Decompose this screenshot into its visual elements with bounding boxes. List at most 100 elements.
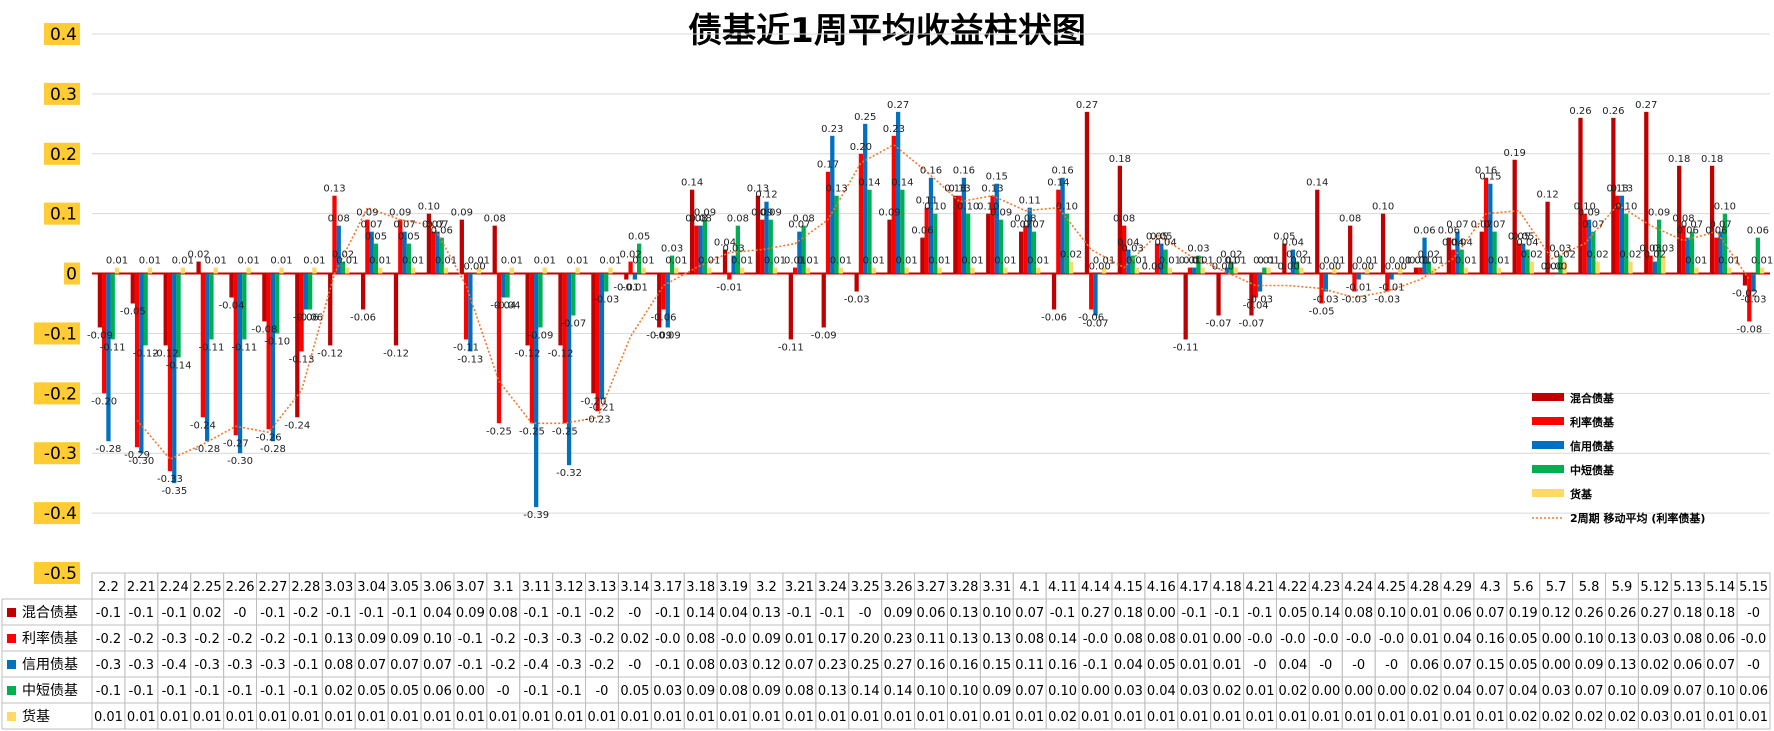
bar: [768, 219, 773, 274]
bar: [1084, 111, 1090, 274]
table-cell: -0.3: [260, 658, 285, 673]
data-label: 0.07: [1483, 220, 1505, 231]
ytick-highlight: [34, 502, 80, 525]
table-cell: -0.2: [293, 606, 318, 621]
data-label: 0.00: [1545, 262, 1567, 273]
table-cell: 0.07: [1443, 658, 1472, 673]
table-cell: 0.09: [884, 606, 913, 621]
ytick-label: -0.5: [44, 564, 77, 584]
data-label: -0.07: [1083, 318, 1109, 329]
table-cell: 0.09: [357, 632, 386, 647]
data-label: -0.29: [124, 450, 150, 461]
table-cell: 0.01: [1015, 710, 1044, 725]
table-cell: 0.01: [818, 710, 847, 725]
table-cell: 0.10: [982, 606, 1011, 621]
bar: [698, 225, 703, 274]
data-label: -0.01: [613, 283, 639, 294]
bar: [468, 273, 473, 352]
table-cell: 0.02: [1575, 710, 1604, 725]
data-label: 0.07: [1681, 220, 1703, 231]
data-label: 0.08: [484, 214, 506, 225]
table-cell: -0.1: [655, 606, 680, 621]
data-label: 0.13: [948, 184, 970, 195]
table-cell: 0.01: [1443, 710, 1472, 725]
data-label: -0.08: [251, 324, 277, 335]
table-header-cell: 4.29: [1443, 580, 1472, 595]
bar: [1360, 273, 1366, 275]
data-label: 0.08: [685, 214, 707, 225]
ytick-highlight: [34, 322, 80, 345]
table-cell: -0.2: [194, 632, 219, 647]
table-header-cell: 5.8: [1579, 580, 1600, 595]
table-header-cell: 5.15: [1739, 580, 1768, 595]
table-cell: -0.3: [227, 658, 252, 673]
bar: [1101, 267, 1107, 274]
data-label: 0.06: [1413, 226, 1435, 237]
data-label: 0.07: [393, 220, 415, 231]
table-cell: 0.05: [357, 684, 386, 699]
table-header-cell: 3.04: [357, 580, 386, 595]
bar: [722, 249, 728, 274]
bar: [110, 273, 115, 340]
data-label: 0.03: [1652, 244, 1674, 255]
data-label: 0.01: [1488, 256, 1510, 267]
table-cell: 0.07: [357, 658, 386, 673]
data-label: 0.23: [883, 124, 905, 135]
data-label: 0.20: [850, 142, 872, 153]
bar: [1496, 267, 1502, 274]
bar: [303, 273, 309, 310]
data-label: 0.04: [1282, 238, 1304, 249]
data-label: 0.01: [1225, 256, 1247, 267]
table-header-cell: 5.13: [1673, 580, 1702, 595]
table-cell: 0.01: [555, 710, 584, 725]
table-cell: 0.08: [1015, 632, 1044, 647]
table-cell: -0.1: [392, 606, 417, 621]
table-header-cell: 5.14: [1706, 580, 1735, 595]
table-row-header: 利率债基: [22, 630, 78, 647]
data-label: 0.01: [402, 256, 424, 267]
table-cell: 0.01: [1114, 710, 1143, 725]
bar: [1459, 249, 1464, 274]
bar: [279, 267, 284, 274]
table-cell: 0.00: [456, 684, 485, 699]
table-cell: 0.01: [785, 632, 814, 647]
data-label: 0.14: [1047, 178, 1069, 189]
table-cell: 0.11: [917, 632, 946, 647]
table-cell: 0.01: [456, 710, 485, 725]
table-row-header: 中短债基: [22, 682, 78, 699]
table-cell: -0.2: [227, 632, 252, 647]
table-cell: -0.2: [96, 632, 121, 647]
data-label: -0.01: [1379, 283, 1405, 294]
table-cell: 0.01: [1410, 632, 1439, 647]
bar: [1233, 267, 1238, 274]
bar: [702, 219, 708, 274]
bar: [176, 273, 181, 358]
bar: [472, 273, 477, 275]
data-label: 0.01: [1409, 256, 1431, 267]
table-cell: -0.2: [491, 658, 516, 673]
bar: [998, 219, 1004, 274]
table-cell: -0.1: [359, 606, 384, 621]
bar: [229, 273, 234, 298]
table-cell: 0.18: [1673, 606, 1702, 621]
data-label: 0.09: [751, 208, 773, 219]
bar: [727, 273, 732, 280]
table-cell: 0.13: [324, 632, 353, 647]
data-label: 0.10: [1615, 202, 1637, 213]
table-cell: 0.01: [1081, 710, 1110, 725]
bar: [369, 231, 374, 274]
table-cell: 0.10: [1607, 684, 1636, 699]
table-cell: 0.14: [851, 684, 880, 699]
bar: [1187, 267, 1193, 274]
data-label: 0.04: [1117, 238, 1139, 249]
table-header-cell: 3.13: [588, 580, 617, 595]
bar: [1352, 273, 1357, 292]
bar: [1220, 273, 1225, 275]
table-cell: 0.07: [1575, 684, 1604, 699]
data-label: 0.02: [1554, 250, 1576, 261]
table-cell: 0.07: [1015, 684, 1044, 699]
table-cell: 0.04: [423, 606, 452, 621]
table-header-cell: 3.31: [982, 580, 1011, 595]
table-header-cell: 3.17: [653, 580, 682, 595]
